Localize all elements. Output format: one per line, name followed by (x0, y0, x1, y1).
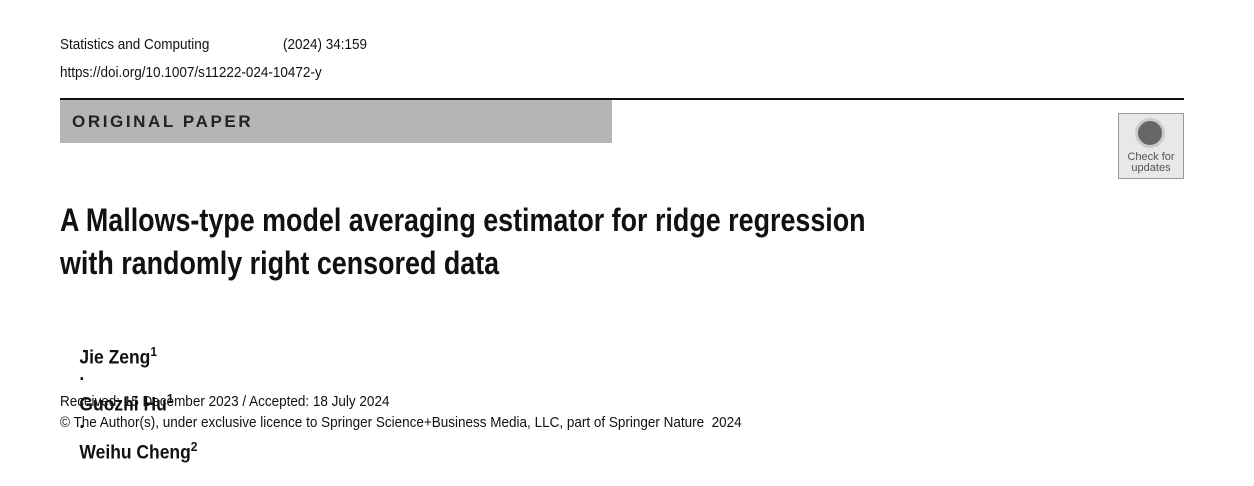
title-line: with randomly right censored data (60, 245, 500, 281)
page: Statistics and Computing (2024) 34:159 h… (60, 36, 1184, 463)
section-bar: ORIGINAL PAPER (60, 100, 612, 143)
section-label: ORIGINAL PAPER (72, 112, 254, 131)
badge-text: Check for (1127, 151, 1175, 163)
header-rule (60, 98, 1184, 100)
citation: (2024) 34:159 (283, 36, 368, 53)
badge-text: updates (1131, 162, 1171, 174)
author-name: Guozhi Hu (79, 394, 167, 416)
affiliation: 1 (166, 391, 174, 407)
author-name: Weihu Cheng (79, 441, 191, 463)
badge-icon (1135, 118, 1165, 148)
affiliation: 1 (150, 344, 158, 359)
check-updates-badge[interactable]: Check for updates (1118, 113, 1184, 179)
journal: Statistics and Computing (60, 36, 210, 53)
authors: Jie Zeng1 · Guozhi Hu1 · Weihu Cheng2 (60, 322, 197, 486)
separator: · (79, 369, 86, 391)
author-name: Jie Zeng (79, 347, 151, 369)
doi-link[interactable]: https://doi.org/10.1007/s11222-024-10472… (60, 64, 322, 81)
copyright: © The Author(s), under exclusive licence… (60, 414, 742, 431)
separator: · (79, 416, 86, 438)
affiliation: 2 (190, 438, 198, 454)
dates: Received: 15 December 2023 / Accepted: 1… (60, 393, 390, 410)
title-line: A Mallows-type model averaging estimator… (60, 202, 866, 238)
